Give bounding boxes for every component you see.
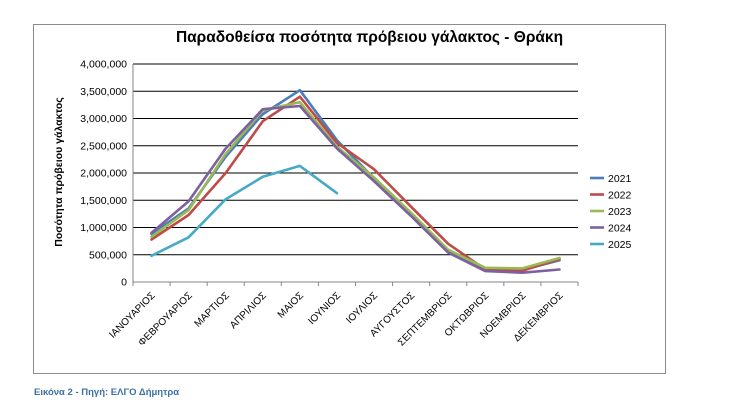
series-line-2021 bbox=[150, 88, 561, 272]
y-tick-label: 4,000,000 bbox=[80, 59, 127, 71]
series-lines bbox=[150, 88, 561, 274]
y-tick-label: 1,500,000 bbox=[80, 195, 127, 207]
chart-title: Παραδοθείσα ποσότητα πρόβειου γάλακτος -… bbox=[175, 29, 564, 46]
x-tick-label: ΙΟΥΛΙΟΣ bbox=[344, 290, 380, 326]
legend-label-2021: 2021 bbox=[608, 173, 632, 185]
y-tick-label: 1,000,000 bbox=[80, 222, 127, 234]
y-tick-label: 2,000,000 bbox=[80, 168, 127, 180]
legend-label-2025: 2025 bbox=[608, 239, 632, 251]
axes bbox=[132, 64, 579, 286]
series-line-2023 bbox=[150, 100, 561, 270]
x-tick-label: ΑΠΡΙΛΙΟΣ bbox=[228, 290, 269, 331]
series-line-2022 bbox=[150, 95, 561, 272]
legend-label-2024: 2024 bbox=[608, 223, 632, 235]
y-tick-label: 0 bbox=[121, 277, 127, 289]
legend: 2021 2022 2023 2024 2025 bbox=[590, 173, 632, 251]
x-tick-label: ΙΟΥΝΙΟΣ bbox=[306, 290, 343, 327]
figure-caption: Εικόνα 2 - Πηγή: ΕΛΓΟ Δήμητρα bbox=[34, 387, 180, 398]
y-tick-label: 2,500,000 bbox=[80, 140, 127, 152]
gridlines bbox=[133, 63, 578, 256]
y-tick-label: 3,000,000 bbox=[80, 113, 127, 125]
y-axis-label: Ποσότητα πρόβειου γάλακτος bbox=[53, 97, 65, 247]
x-tick-label: ΜΑΙΟΣ bbox=[276, 290, 306, 320]
series-line-2025 bbox=[150, 164, 339, 258]
series-line-2024 bbox=[150, 104, 561, 274]
chart-frame bbox=[33, 24, 666, 374]
y-tick-label: 3,500,000 bbox=[80, 86, 127, 98]
legend-label-2023: 2023 bbox=[608, 206, 632, 218]
y-tick-labels: 0 500,000 1,000,000 1,500,000 2,000,000 2,500… bbox=[80, 59, 127, 289]
legend-label-2022: 2022 bbox=[608, 190, 632, 202]
y-tick-label: 500,000 bbox=[89, 249, 127, 261]
x-tick-label: ΜΑΡΤΙΟΣ bbox=[193, 290, 232, 329]
